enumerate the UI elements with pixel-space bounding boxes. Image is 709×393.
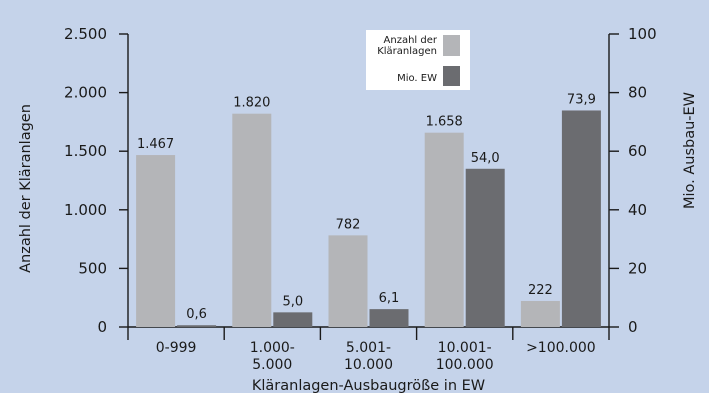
- x-tick-label: 10.001-: [438, 340, 492, 356]
- data-label: 0,6: [186, 307, 207, 322]
- bar-mio-ew: [465, 168, 505, 327]
- data-label: 782: [336, 217, 361, 232]
- data-label: 54,0: [471, 151, 500, 166]
- y-tick-label-left: 1.000: [64, 201, 107, 219]
- x-tick-label: 5.001-: [346, 340, 391, 356]
- bar-anzahl: [136, 155, 176, 327]
- y-tick-label-left: 2.000: [64, 84, 107, 102]
- data-label: 73,9: [567, 92, 596, 107]
- legend-label: Kläranlagen: [377, 46, 437, 57]
- data-label: 222: [528, 283, 553, 298]
- axes: 0 500 1.000 1.500 2.000 2.500 0 20 40 60 80 100 0-99…: [18, 25, 698, 393]
- x-tick-label: 1.000-: [250, 340, 295, 356]
- y-tick-label-left: 0: [97, 318, 107, 336]
- x-tick-label: 100.000: [436, 357, 494, 373]
- bar-anzahl: [328, 235, 368, 327]
- bar-mio-ew: [561, 110, 601, 328]
- legend-label: Mio. EW: [397, 73, 437, 84]
- y-tick-label-left: 2.500: [64, 25, 107, 43]
- bar-anzahl: [424, 132, 464, 327]
- data-label: 6,1: [379, 291, 400, 306]
- data-label: 1.820: [233, 96, 270, 111]
- x-tick-label: >100.000: [526, 340, 596, 356]
- legend-swatch-anzahl: [443, 35, 460, 56]
- y-tick-label-right: 20: [628, 259, 647, 277]
- bar-anzahl: [232, 113, 272, 327]
- legend-label: Anzahl der: [384, 35, 438, 46]
- y-tick-label-right: 100: [628, 25, 657, 43]
- y-axis-title-right: Mio. Ausbau-EW: [682, 92, 698, 209]
- bar-mio-ew: [177, 325, 217, 327]
- y-tick-label-left: 1.500: [64, 142, 107, 160]
- bar-anzahl: [520, 300, 560, 327]
- x-tick-label: 0-999: [156, 340, 197, 356]
- y-axis-title-left: Anzahl der Kläranlagen: [18, 104, 34, 273]
- bars: [136, 110, 601, 328]
- data-label: 5,0: [282, 294, 303, 309]
- y-tick-label-right: 40: [628, 201, 647, 219]
- y-tick-label-right: 80: [628, 84, 647, 102]
- labels: 1.467 1.820 782 1.658 222 0,6 5,0 6,1 54,0 73,9: [137, 92, 596, 322]
- x-tick-label: 10.000: [344, 357, 393, 373]
- bar-mio-ew: [369, 309, 409, 327]
- y-tick-label-left: 500: [78, 259, 107, 277]
- bar-mio-ew: [273, 312, 313, 327]
- legend-swatch-mio-ew: [443, 66, 460, 86]
- data-label: 1.467: [137, 137, 174, 152]
- y-tick-label-right: 60: [628, 142, 647, 160]
- y-tick-label-right: 0: [628, 318, 638, 336]
- x-axis-title: Kläranlagen-Ausbaugröße in EW: [252, 378, 485, 393]
- x-tick-label: 5.000: [252, 357, 292, 373]
- data-label: 1.658: [426, 115, 463, 130]
